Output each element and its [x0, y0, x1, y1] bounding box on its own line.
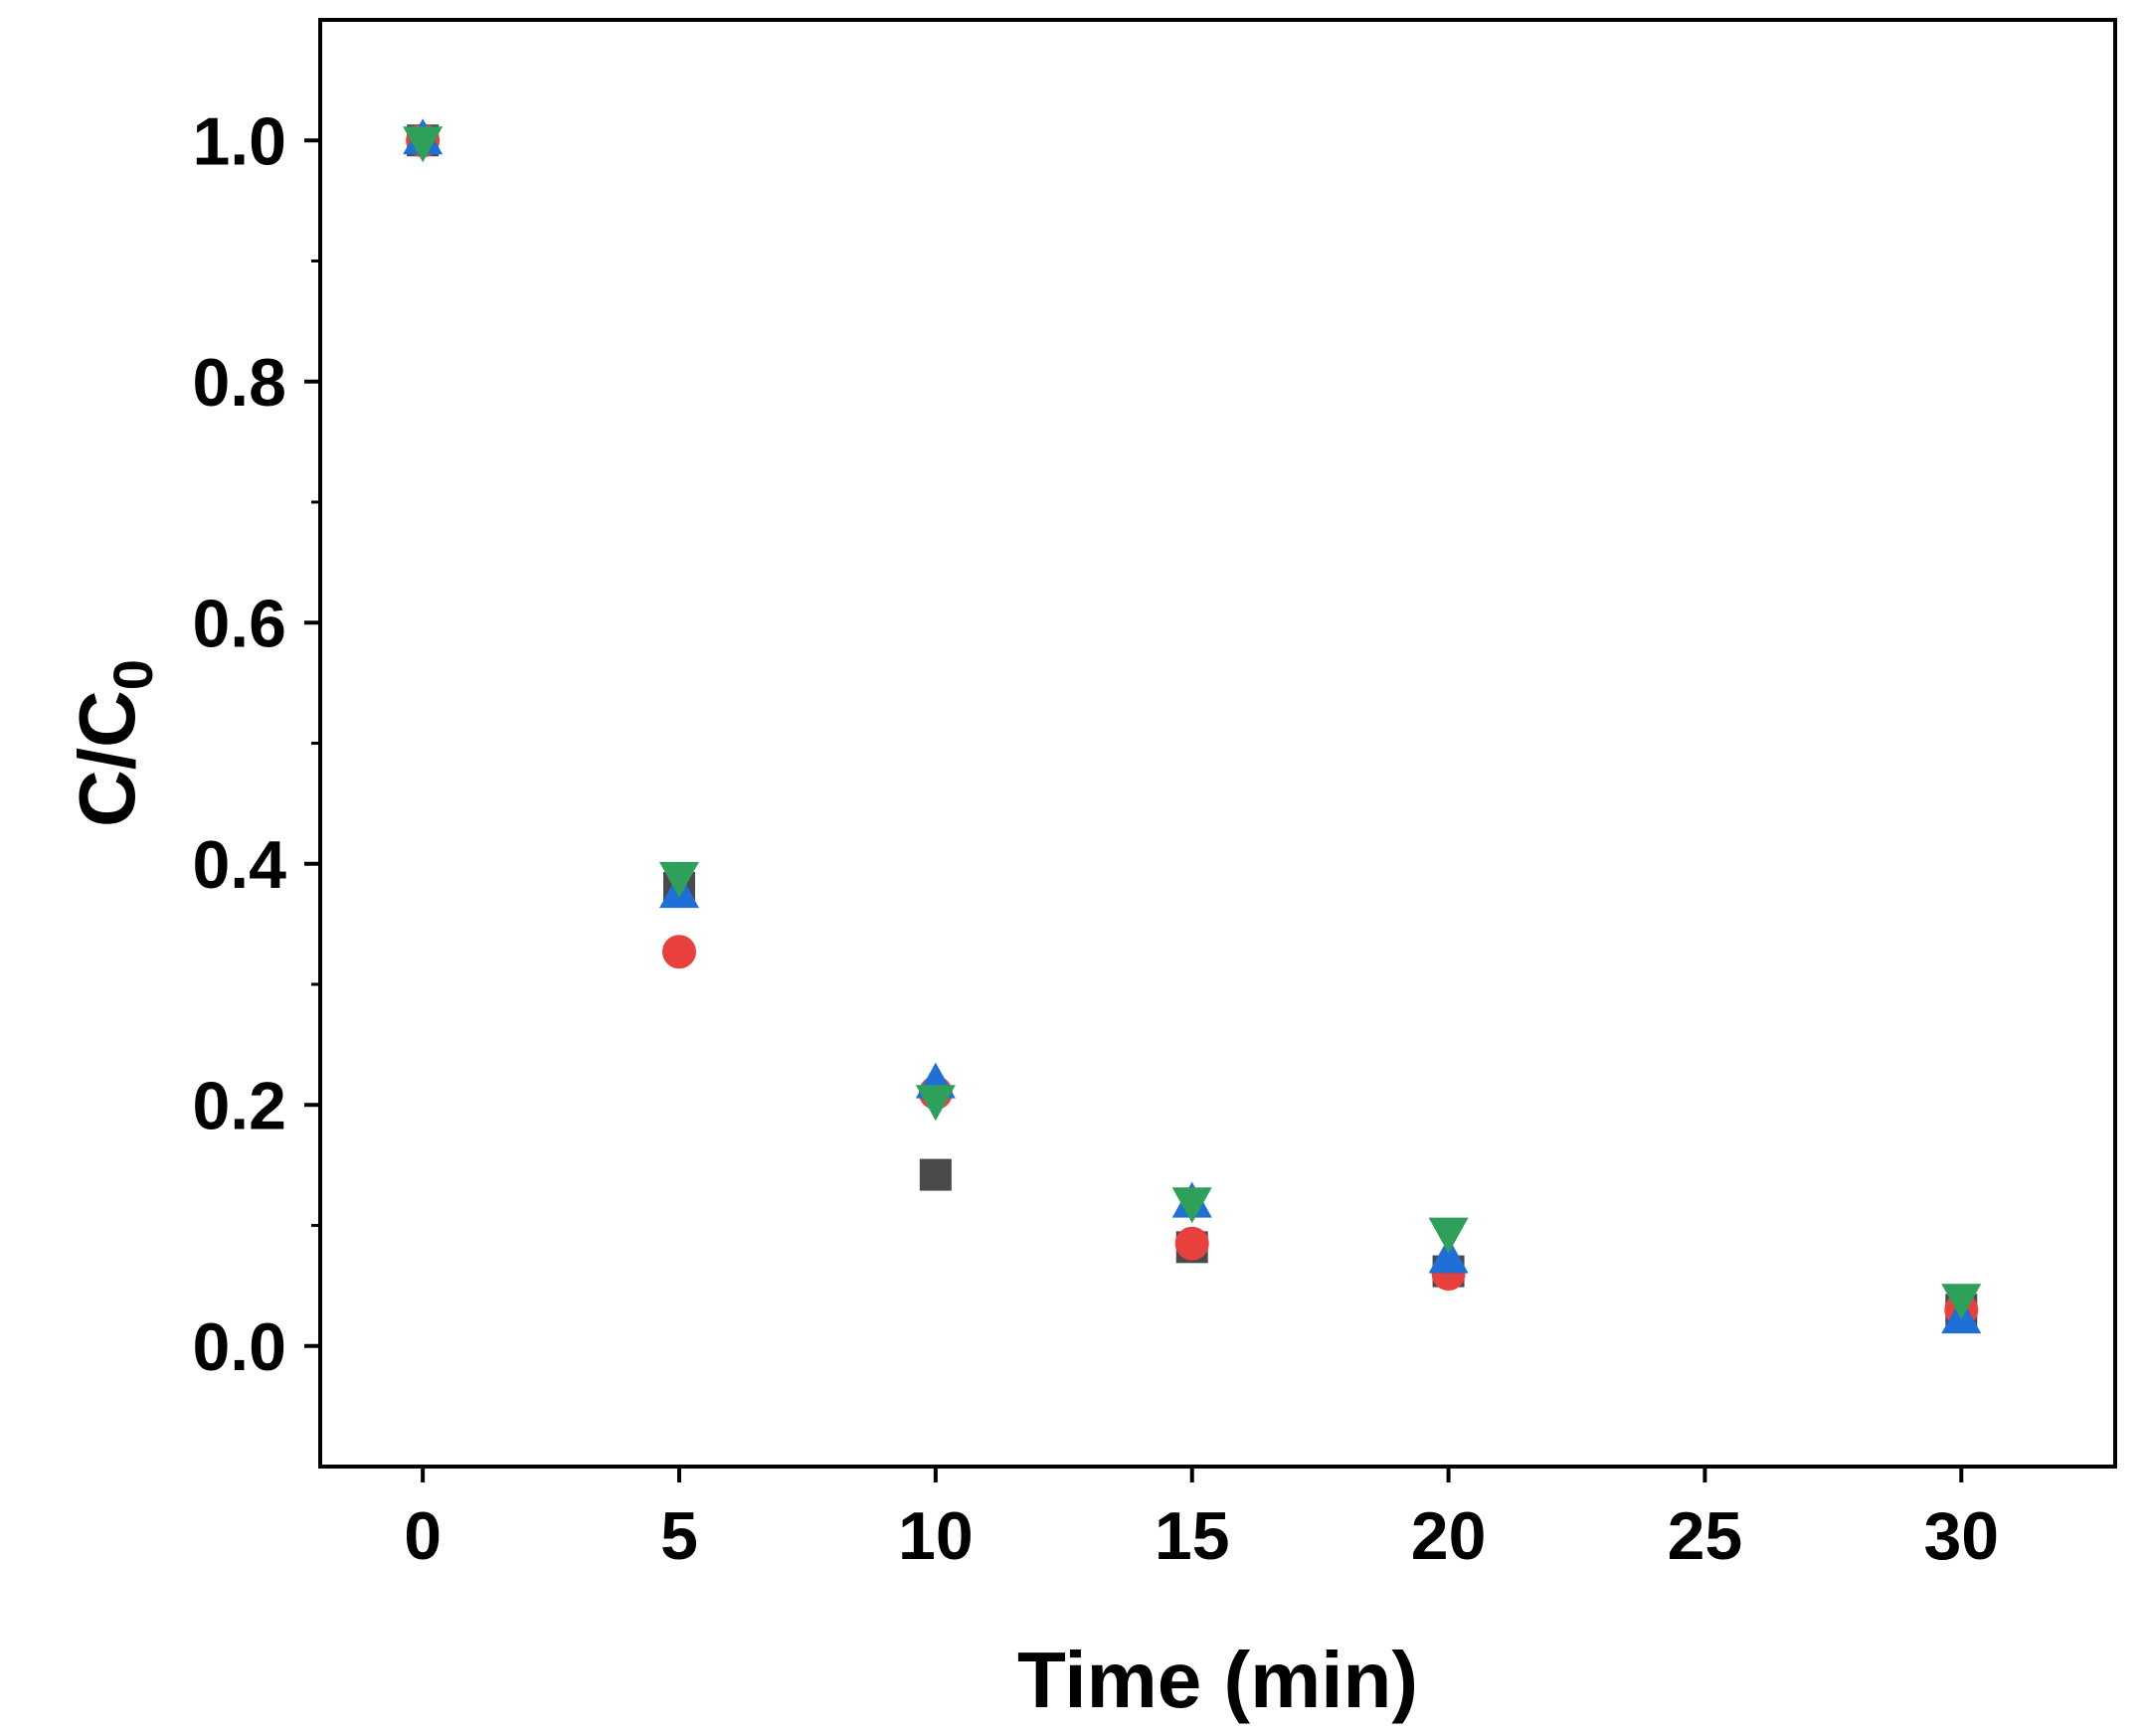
y-tick-label-0.2: 0.2	[192, 1068, 286, 1143]
marker-triangle-down-3	[1171, 1187, 1212, 1224]
plot-area-border	[318, 18, 2117, 1469]
plot-frame	[318, 18, 2117, 1469]
y-axis-title-main: C/C	[63, 690, 151, 827]
x-tick-label-10: 10	[898, 1498, 974, 1574]
marker-triangle-down-2	[915, 1085, 956, 1122]
x-tick-label-20: 20	[1411, 1498, 1487, 1574]
marker-triangle-down-0	[403, 126, 444, 163]
y-tick-label-0.0: 0.0	[192, 1309, 286, 1385]
x-tick-label-5: 5	[660, 1498, 698, 1574]
x-tick-label-30: 30	[1923, 1498, 1999, 1574]
marker-triangle-down-4	[1428, 1217, 1469, 1254]
y-tick-label-0.4: 0.4	[192, 827, 286, 903]
y-axis-title: C/C0	[63, 659, 164, 827]
marker-circle-3	[1174, 1226, 1209, 1261]
marker-circle-1	[662, 935, 696, 969]
x-axis-title: Time (min)	[1017, 1636, 1418, 1724]
marker-triangle-up-4	[1428, 1237, 1469, 1274]
x-tick-label-0: 0	[404, 1498, 442, 1574]
axis-tick-labels: 0 5 10 15 20 25 30 0.0 0.2 0.4 0.6 0.8 1.0	[192, 103, 1999, 1574]
data-markers	[403, 118, 1982, 1334]
axis-ticks	[304, 138, 1964, 1482]
marker-triangle-down-1	[659, 861, 699, 898]
y-tick-label-0.8: 0.8	[192, 345, 286, 421]
marker-triangle-down-5	[1941, 1284, 1982, 1320]
y-tick-label-1.0: 1.0	[192, 103, 286, 179]
y-tick-label-0.6: 0.6	[192, 586, 286, 661]
y-axis-title-subscript: 0	[101, 659, 164, 690]
x-tick-label-15: 15	[1155, 1498, 1230, 1574]
x-tick-label-25: 25	[1668, 1498, 1743, 1574]
marker-square-2	[919, 1158, 952, 1191]
